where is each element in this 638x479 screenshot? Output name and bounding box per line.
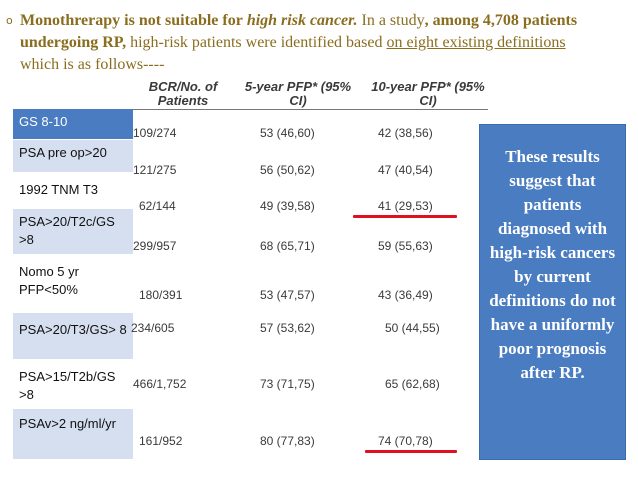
cell-5yr: 56 (50,62) bbox=[260, 163, 315, 177]
intro-bullet: o Monothrerapy is not suitable for high … bbox=[6, 10, 606, 76]
cell-bcr: 161/952 bbox=[139, 434, 183, 448]
cell-bcr: 299/957 bbox=[133, 239, 177, 253]
intro-plain-2: high-risk patients were identified based bbox=[126, 34, 387, 51]
definition-cell: PSA>20/T2c/GS >8 bbox=[13, 209, 133, 255]
cell-5yr: 57 (53,62) bbox=[260, 321, 315, 335]
cell-5yr: 53 (47,57) bbox=[260, 288, 315, 302]
conclusion-box: These results suggest that patients diag… bbox=[479, 124, 626, 460]
cell-10yr: 41 (29,53) bbox=[378, 199, 433, 213]
intro-plain-1: In a study bbox=[357, 12, 425, 29]
definition-cell: PSAv>2 ng/ml/yr bbox=[13, 409, 133, 460]
cell-bcr: 121/275 bbox=[133, 163, 177, 177]
cell-10yr: 47 (40,54) bbox=[378, 163, 433, 177]
definition-cell: Nomo 5 yr PFP<50% bbox=[13, 255, 133, 313]
highlight-underline bbox=[365, 450, 457, 453]
cell-5yr: 68 (65,71) bbox=[260, 239, 315, 253]
intro-plain-3: which is as follows---- bbox=[20, 56, 165, 73]
cell-bcr: 180/391 bbox=[139, 288, 183, 302]
cell-5yr: 53 (46,60) bbox=[260, 126, 315, 140]
header-bcr: BCR/No. of Patients bbox=[148, 79, 218, 108]
definition-cell: PSA pre op>20 bbox=[13, 140, 133, 173]
cell-5yr: 73 (71,75) bbox=[260, 377, 315, 391]
definition-cell: GS 8-10 bbox=[13, 109, 133, 140]
cell-10yr: 74 (70,78) bbox=[378, 434, 433, 448]
cell-10yr: 59 (55,63) bbox=[378, 239, 433, 253]
cell-10yr: 43 (36,49) bbox=[378, 288, 433, 302]
intro-text: Monothrerapy is not suitable for high ri… bbox=[20, 10, 606, 76]
header-rule bbox=[133, 109, 488, 110]
definition-cell: PSA>15/T2b/GS >8 bbox=[13, 360, 133, 409]
cell-10yr: 65 (62,68) bbox=[385, 377, 440, 391]
cell-5yr: 80 (77,83) bbox=[260, 434, 315, 448]
intro-underlined: on eight existing definitions bbox=[386, 34, 566, 51]
definitions-column: GS 8-10 PSA pre op>20 1992 TNM T3 PSA>20… bbox=[13, 109, 133, 460]
cell-bcr: 62/144 bbox=[139, 199, 176, 213]
header-10yr: 10-year PFP* (95% CI) bbox=[371, 79, 485, 108]
intro-bold: Monothrerapy is not suitable for bbox=[20, 12, 243, 29]
bullet-marker: o bbox=[6, 14, 13, 27]
intro-italic-term: high risk cancer. bbox=[246, 12, 358, 29]
cell-10yr: 50 (44,55) bbox=[385, 321, 440, 335]
cell-bcr: 109/274 bbox=[133, 126, 177, 140]
cell-10yr: 42 (38,56) bbox=[378, 126, 433, 140]
conclusion-text: These results suggest that patients diag… bbox=[489, 147, 616, 382]
cell-bcr: 466/1,752 bbox=[133, 377, 187, 391]
cell-5yr: 49 (39,58) bbox=[260, 199, 315, 213]
highlight-underline bbox=[353, 215, 457, 218]
intro-bold-2: , among 4,708 patients undergoing RP, bbox=[20, 12, 578, 51]
definition-cell: PSA>20/T3/GS> 8 bbox=[13, 313, 133, 360]
header-5yr: 5-year PFP* (95% CI) bbox=[244, 79, 352, 108]
cell-bcr: 234/605 bbox=[131, 321, 175, 335]
results-table: BCR/No. of Patients 5-year PFP* (95% CI)… bbox=[131, 75, 493, 467]
definition-cell: 1992 TNM T3 bbox=[13, 173, 133, 209]
